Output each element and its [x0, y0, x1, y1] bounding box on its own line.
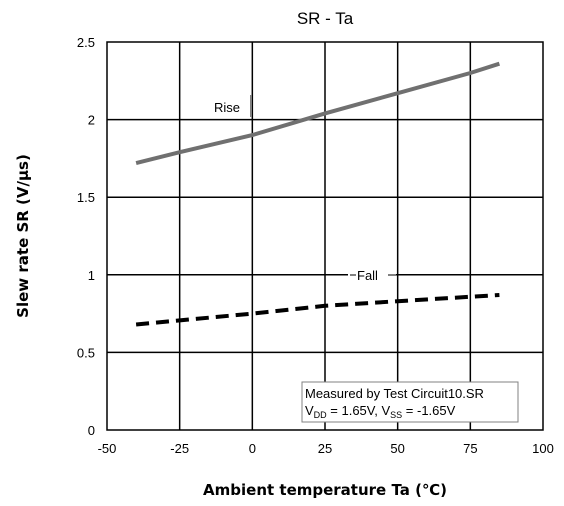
y-tick-label: 1.5: [77, 190, 95, 205]
x-axis-label: Ambient temperature Ta (℃): [203, 481, 447, 499]
series-group: [135, 61, 501, 327]
annotation-vdd-symbol: V: [305, 403, 314, 418]
fall-label-bg: [348, 265, 396, 285]
rise-label: Rise: [214, 100, 240, 115]
annotation-vss-subscript: SS: [390, 410, 402, 420]
x-tick-labels: -50 -25 0 25 50 75 100: [98, 441, 554, 456]
fall-label: Fall: [357, 268, 378, 283]
fall-label-group: Fall: [348, 265, 396, 285]
annotation-vdd-value: = 1.65V, V: [327, 403, 391, 418]
rise-label-bg: [210, 95, 252, 117]
annotation-line1: Measured by Test Circuit10.SR: [305, 386, 484, 401]
annotation-vdd-subscript: DD: [314, 410, 327, 420]
plot-frame: [106, 41, 544, 431]
series-line-rise: [135, 61, 501, 166]
y-tick-label: 0: [88, 423, 95, 438]
chart-title: SR - Ta: [297, 9, 354, 28]
y-tick-label: 1: [88, 268, 95, 283]
annotation-vss-value: = -1.65V: [402, 403, 455, 418]
annotation-box: [301, 381, 519, 423]
rise-label-group: Rise: [210, 95, 252, 117]
y-tick-label: 0.5: [77, 345, 95, 360]
measurement-annotation: Measured by Test Circuit10.SR VDD = 1.65…: [301, 381, 519, 423]
series-line-fall: [135, 293, 500, 327]
grid: [107, 42, 543, 430]
x-tick-label: -50: [98, 441, 117, 456]
x-tick-label: 0: [249, 441, 256, 456]
x-tick-label: 50: [390, 441, 404, 456]
annotation-line2: VDD = 1.65V, VSS = -1.65V: [305, 403, 456, 420]
y-tick-labels: 0 0.5 1 1.5 2 2.5: [77, 35, 95, 438]
x-tick-label: 75: [463, 441, 477, 456]
x-tick-label: 100: [532, 441, 554, 456]
x-tick-label: -25: [170, 441, 189, 456]
x-tick-label: 25: [318, 441, 332, 456]
y-tick-label: 2.5: [77, 35, 95, 50]
y-axis-label: Slew rate SR (V/μs): [14, 154, 32, 318]
y-tick-label: 2: [88, 113, 95, 128]
